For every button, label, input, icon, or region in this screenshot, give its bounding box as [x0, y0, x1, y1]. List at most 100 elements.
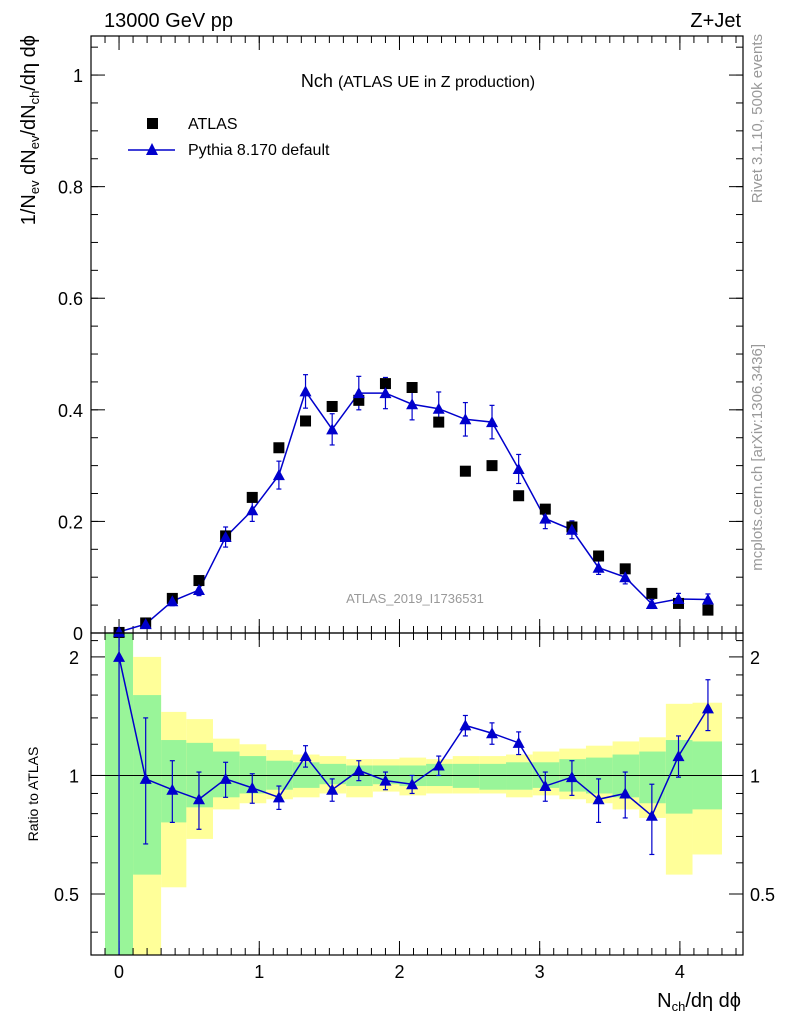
mc-point-1 [139, 618, 152, 630]
mc-point-15 [512, 462, 525, 474]
atlas-point-20 [646, 587, 658, 599]
ratio-point-13 [459, 719, 472, 731]
x-tick-label-1: 1 [254, 962, 264, 982]
legend-marker-atlas [147, 118, 158, 129]
mc-point-5 [246, 504, 259, 516]
ratio-point-6 [272, 791, 285, 803]
atlas-point-6 [273, 442, 285, 454]
y-axis-label: 1/Nev dNev/dNch/dη dϕ [18, 35, 42, 225]
ratio-point-8 [326, 783, 339, 795]
legend: ATLAS Pythia 8.170 default [128, 116, 330, 159]
band-green-2 [161, 740, 187, 823]
atlas-point-10 [379, 378, 391, 390]
main-data-marks [113, 374, 714, 638]
y-tick-label-3: 0.6 [58, 289, 83, 309]
ratio-point-16 [539, 780, 552, 792]
plot-title: Nch (ATLAS UE in Z production) [301, 71, 535, 91]
rivet-version-label: Rivet 3.1.10, 500k events [749, 34, 766, 203]
atlas-point-13 [459, 465, 471, 477]
mc-point-16 [539, 512, 552, 524]
mc-point-11 [406, 398, 419, 410]
ratio-point-5 [246, 781, 259, 793]
y-tick-label-0: 0 [73, 624, 83, 644]
energy-label: 13000 GeV pp [104, 10, 233, 32]
ratio-point-22 [701, 702, 714, 714]
y-tick-label-5: 1 [73, 66, 83, 86]
mc-point-8 [326, 423, 339, 435]
ratio-point-21 [672, 750, 685, 762]
y-tick-label-1: 0.2 [58, 512, 83, 532]
ratio-point-15 [512, 736, 525, 748]
process-label: Z+Jet [690, 10, 741, 32]
atlas-point-16 [539, 503, 551, 515]
ratio-tick-label-left-0: 0.5 [54, 885, 79, 905]
atlas-point-5 [246, 491, 258, 503]
ratio-tick-label-left-2: 2 [69, 648, 79, 668]
ratio-point-12 [432, 759, 445, 771]
band-green-1 [133, 695, 162, 875]
legend-label-pythia: Pythia 8.170 default [188, 142, 330, 159]
mc-point-14 [486, 416, 499, 428]
mc-point-9 [352, 387, 365, 399]
band-green-20 [639, 751, 666, 804]
x-tick-label-3: 3 [535, 962, 545, 982]
legend-label-atlas: ATLAS [188, 116, 238, 133]
ratio-data-marks [113, 633, 714, 955]
ratio-point-1 [139, 772, 152, 784]
mc-point-2 [166, 595, 179, 607]
ratio-point-11 [406, 778, 419, 790]
y-tick-label-4: 0.8 [58, 178, 83, 198]
ratio-point-14 [486, 727, 499, 739]
mc-point-12 [432, 402, 445, 414]
ratio-y-axis-label: Ratio to ATLAS [25, 747, 41, 842]
band-green-10 [372, 765, 400, 785]
mc-point-7 [299, 385, 312, 397]
ratio-point-19 [619, 787, 632, 799]
ratio-tick-label-right-1: 1 [750, 766, 760, 786]
atlas-point-15 [513, 490, 525, 502]
ratio-tick-label-left-1: 1 [69, 766, 79, 786]
mc-point-4 [219, 531, 232, 543]
atlas-point-22 [702, 604, 714, 616]
mc-point-20 [645, 597, 658, 609]
x-tick-label-2: 2 [394, 962, 404, 982]
mc-point-0 [113, 625, 126, 637]
atlas-point-14 [486, 460, 498, 472]
atlas-point-11 [406, 382, 418, 394]
x-axis-label: Nch/dη dϕ [657, 990, 741, 1014]
mc-point-22 [701, 593, 714, 605]
mc-point-18 [592, 561, 605, 573]
ratio-point-3 [192, 793, 205, 805]
ratio-point-0 [113, 650, 126, 662]
main-plot: 0 0.2 0.4 0.6 0.8 1 1/Nev dNev/dNch/dη dϕ Nch… [18, 35, 744, 644]
ratio-axis-ticks: 0 1 2 3 4 0.5 0.5 1 1 2 2 [54, 633, 775, 982]
mc-point-6 [272, 469, 285, 481]
band-green-15 [506, 762, 533, 790]
x-tick-label-4: 4 [675, 962, 685, 982]
ratio-point-18 [592, 793, 605, 805]
ratio-tick-label-right-0: 0.5 [750, 885, 775, 905]
ratio-point-7 [299, 750, 312, 762]
mcplots-label: mcplots.cern.ch [arXiv:1306.3436] [749, 344, 766, 571]
x-tick-label-0: 0 [114, 962, 124, 982]
mc-point-3 [192, 584, 205, 596]
atlas-point-7 [300, 415, 312, 427]
mc-point-19 [619, 571, 632, 583]
ratio-point-4 [219, 772, 232, 784]
ratio-point-17 [565, 771, 578, 783]
mc-point-17 [565, 523, 578, 535]
band-green-14 [479, 763, 507, 790]
ratio-tick-label-right-2: 2 [750, 648, 760, 668]
ratio-point-9 [352, 764, 365, 776]
atlas-point-9 [353, 394, 365, 406]
main-axis-ticks: 0 0.2 0.4 0.6 0.8 1 [58, 36, 743, 644]
mc-point-10 [379, 387, 392, 399]
ratio-plot: 0 1 2 3 4 0.5 0.5 1 1 2 2 Ratio to ATLAS Nch/dη dϕ [25, 632, 775, 1014]
mc-point-13 [459, 413, 472, 425]
mc-point-21 [672, 592, 685, 604]
atlas-point-3 [193, 575, 205, 587]
ratio-point-20 [645, 809, 658, 821]
atlas-point-8 [326, 400, 338, 412]
analysis-watermark: ATLAS_2019_I1736531 [346, 591, 484, 606]
